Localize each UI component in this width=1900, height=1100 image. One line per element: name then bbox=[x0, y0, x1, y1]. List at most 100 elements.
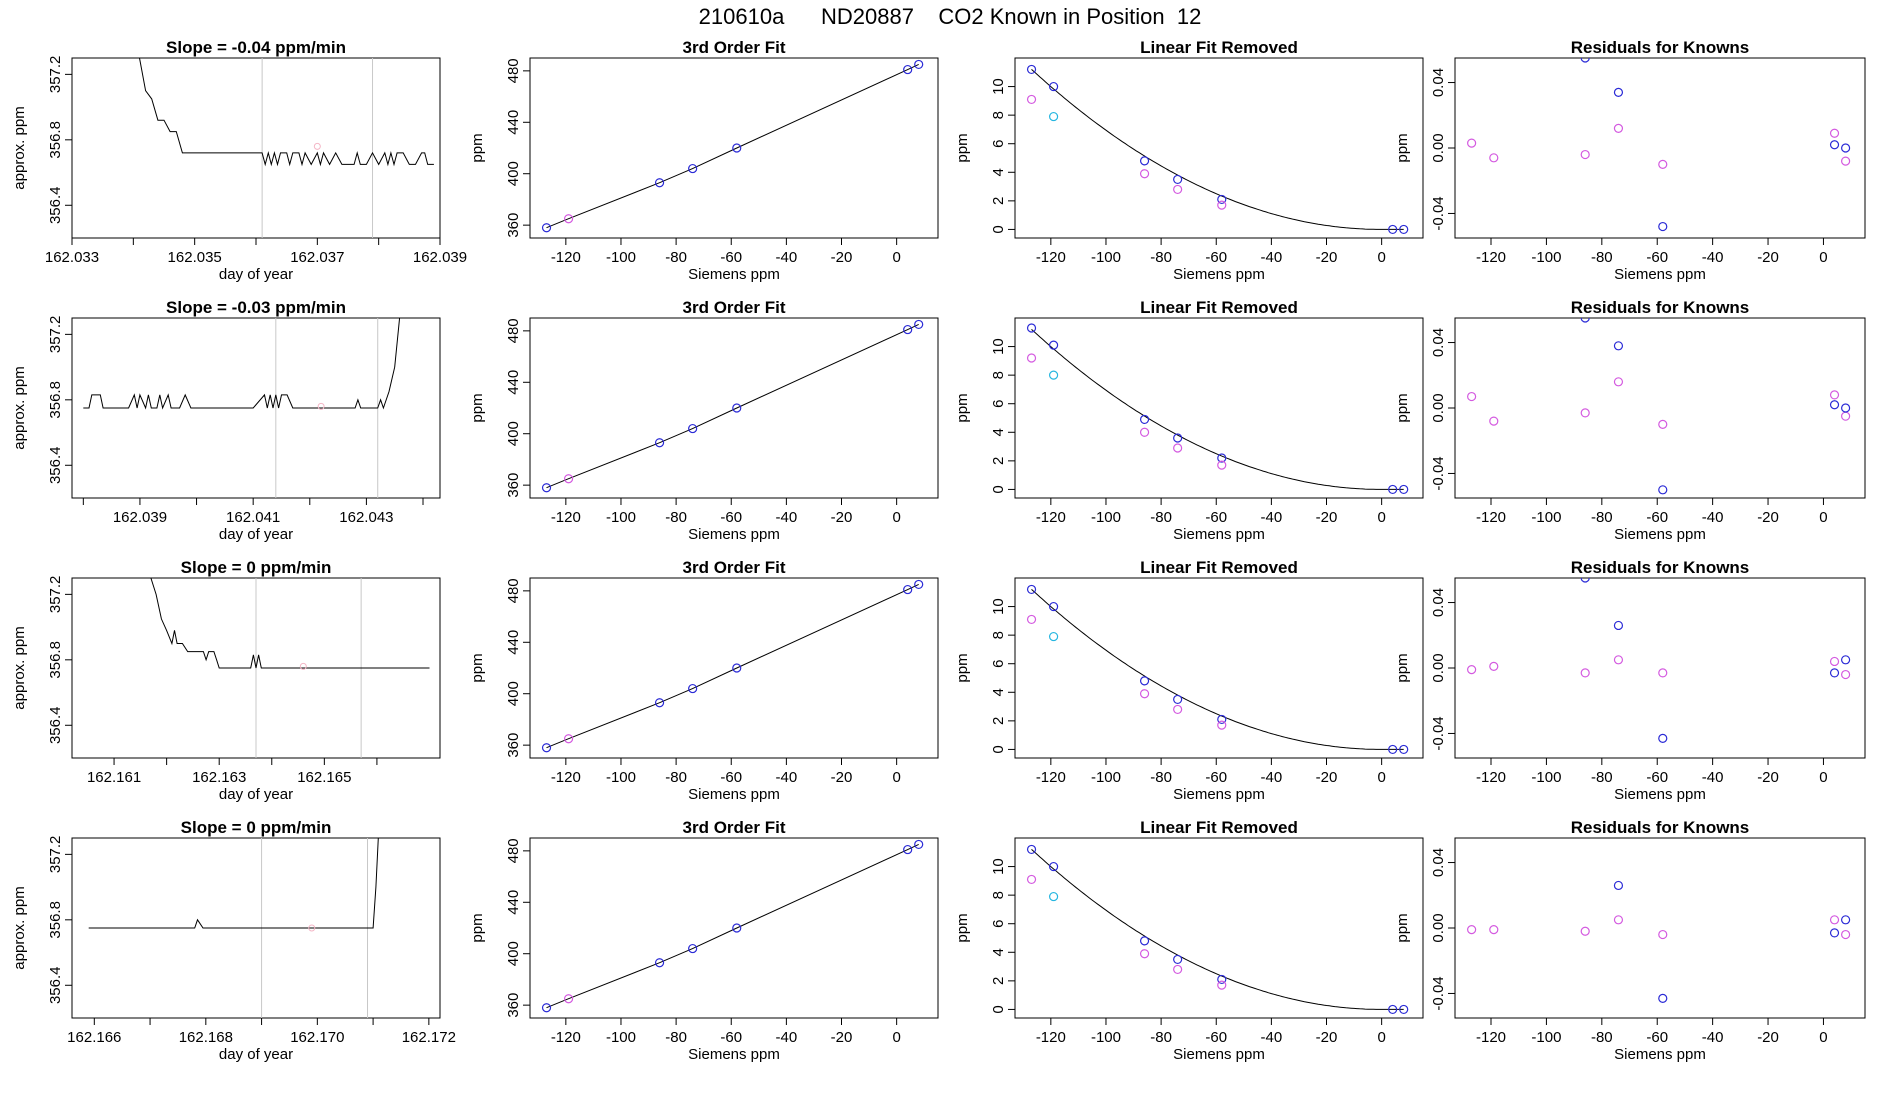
data-point bbox=[541, 1003, 552, 1013]
time-panel-2: Slope = 0 ppm/min 162.161 162.163 162.165 35… bbox=[11, 558, 441, 803]
x-tick-label: -80 bbox=[1591, 1029, 1613, 1046]
data-point bbox=[1829, 656, 1840, 667]
y-tick-label: 4 bbox=[990, 428, 1007, 436]
x-tick-label: -40 bbox=[1702, 1029, 1724, 1046]
x-tick-label: -20 bbox=[1316, 769, 1338, 786]
data-point bbox=[1217, 980, 1227, 990]
data-point bbox=[1613, 87, 1624, 97]
x-axis-label: Siemens ppm bbox=[1173, 266, 1265, 283]
y-tick-label: 0.04 bbox=[1430, 848, 1447, 877]
data-point bbox=[1048, 81, 1059, 92]
x-tick-label: -80 bbox=[1591, 509, 1613, 526]
x-tick-label: -20 bbox=[1757, 1029, 1779, 1046]
data-point bbox=[1829, 668, 1840, 678]
data-point bbox=[1173, 694, 1183, 705]
x-tick-label: -120 bbox=[1036, 509, 1066, 526]
y-axis-label: ppm bbox=[954, 913, 971, 942]
x-tick-label: -60 bbox=[720, 1029, 742, 1046]
x-tick-label: -20 bbox=[1316, 1029, 1338, 1046]
linear-panel-3: Linear Fit Removed -120 -100 -80 -60 -40 -20 0 0… bbox=[954, 818, 1424, 1063]
x-tick-label: -40 bbox=[1261, 769, 1283, 786]
y-tick-label: 0 bbox=[990, 745, 1007, 753]
fit-panel-0: 3rd Order Fit -120 -100 -80 -60 -40 -20 0 360 400… bbox=[469, 38, 939, 283]
y-tick-label: 10 bbox=[990, 858, 1007, 875]
data-point bbox=[1489, 925, 1499, 935]
x-tick-label: 162.037 bbox=[290, 249, 344, 266]
panel-title: Slope = 0 ppm/min bbox=[181, 818, 332, 837]
x-tick-label: 0 bbox=[1377, 249, 1385, 266]
x-axis-label: day of year bbox=[219, 526, 293, 543]
y-tick-label: 0 bbox=[990, 1005, 1007, 1013]
data-point bbox=[1467, 138, 1477, 148]
plot-frame bbox=[529, 837, 939, 1019]
x-tick-label: -100 bbox=[606, 1029, 636, 1046]
x-tick-label: -20 bbox=[831, 249, 853, 266]
x-tick-label: -100 bbox=[606, 509, 636, 526]
y-axis-label: ppm bbox=[954, 133, 971, 162]
data-point bbox=[1173, 443, 1183, 453]
data-point bbox=[1658, 929, 1668, 940]
x-tick-label: -40 bbox=[776, 509, 798, 526]
data-point bbox=[1467, 391, 1477, 402]
y-axis-label: ppm bbox=[469, 913, 486, 942]
data-point bbox=[1048, 340, 1059, 350]
y-tick-label: 0.00 bbox=[1430, 653, 1447, 682]
y-tick-label: 356.4 bbox=[47, 446, 64, 484]
plot-frame bbox=[1454, 577, 1866, 759]
data-point bbox=[1613, 377, 1624, 387]
x-axis-label: Siemens ppm bbox=[1614, 1046, 1706, 1063]
ppm-series-line bbox=[88, 838, 379, 929]
data-point bbox=[654, 178, 665, 188]
x-tick-label: -120 bbox=[1036, 1029, 1066, 1046]
data-point bbox=[1658, 668, 1668, 678]
x-tick-label: -80 bbox=[1150, 249, 1172, 266]
x-axis-label: Siemens ppm bbox=[688, 526, 780, 543]
x-tick-label: -40 bbox=[1702, 249, 1724, 266]
panel-title: Residuals for Knowns bbox=[1571, 558, 1750, 577]
x-tick-label: -100 bbox=[1531, 1029, 1561, 1046]
plot-frame bbox=[71, 837, 441, 1019]
plot-area bbox=[1026, 584, 1409, 755]
data-point bbox=[1613, 341, 1624, 351]
fit-curve bbox=[1031, 589, 1404, 750]
y-tick-label: 440 bbox=[505, 110, 522, 135]
data-point bbox=[1026, 353, 1037, 363]
data-point bbox=[1489, 153, 1499, 163]
y-tick-label: 0 bbox=[990, 485, 1007, 493]
y-tick-label: 10 bbox=[990, 338, 1007, 355]
data-point bbox=[1841, 411, 1851, 421]
fit-curve bbox=[1031, 849, 1404, 1010]
y-tick-label: 356.8 bbox=[47, 901, 64, 939]
x-tick-label: -60 bbox=[1646, 1029, 1668, 1046]
y-tick-label: 6 bbox=[990, 920, 1007, 928]
y-tick-label: 4 bbox=[990, 948, 1007, 956]
time-panel-3: Slope = 0 ppm/min 162.166 162.168 162.170 16… bbox=[11, 818, 456, 1063]
data-point bbox=[1173, 184, 1183, 195]
x-tick-label: -120 bbox=[1476, 1029, 1506, 1046]
y-tick-label: 360 bbox=[505, 473, 522, 498]
x-tick-label: 0 bbox=[1377, 769, 1385, 786]
x-tick-label: 162.039 bbox=[413, 249, 467, 266]
x-axis-label: day of year bbox=[219, 786, 293, 803]
x-tick-label: 162.166 bbox=[67, 1029, 121, 1046]
x-tick-label: 162.172 bbox=[402, 1029, 456, 1046]
y-tick-label: 356.4 bbox=[47, 186, 64, 224]
data-point bbox=[1217, 194, 1227, 205]
fit-panel-3: 3rd Order Fit -120 -100 -80 -60 -40 -20 0 360 400… bbox=[469, 818, 939, 1063]
x-tick-label: 0 bbox=[1377, 1029, 1385, 1046]
y-axis-label: ppm bbox=[954, 393, 971, 422]
data-point bbox=[1580, 149, 1590, 160]
data-point bbox=[903, 584, 913, 595]
y-tick-label: 356.4 bbox=[47, 966, 64, 1004]
x-tick-label: -60 bbox=[1205, 769, 1227, 786]
x-tick-label: -80 bbox=[665, 509, 687, 526]
data-point bbox=[563, 734, 574, 744]
x-tick-label: 0 bbox=[1819, 1029, 1827, 1046]
x-tick-label: -100 bbox=[606, 769, 636, 786]
data-point bbox=[1829, 128, 1840, 138]
panel-title: 3rd Order Fit bbox=[683, 818, 786, 837]
y-tick-label: 2 bbox=[990, 197, 1007, 205]
data-point bbox=[541, 223, 552, 233]
data-point bbox=[1399, 224, 1409, 235]
